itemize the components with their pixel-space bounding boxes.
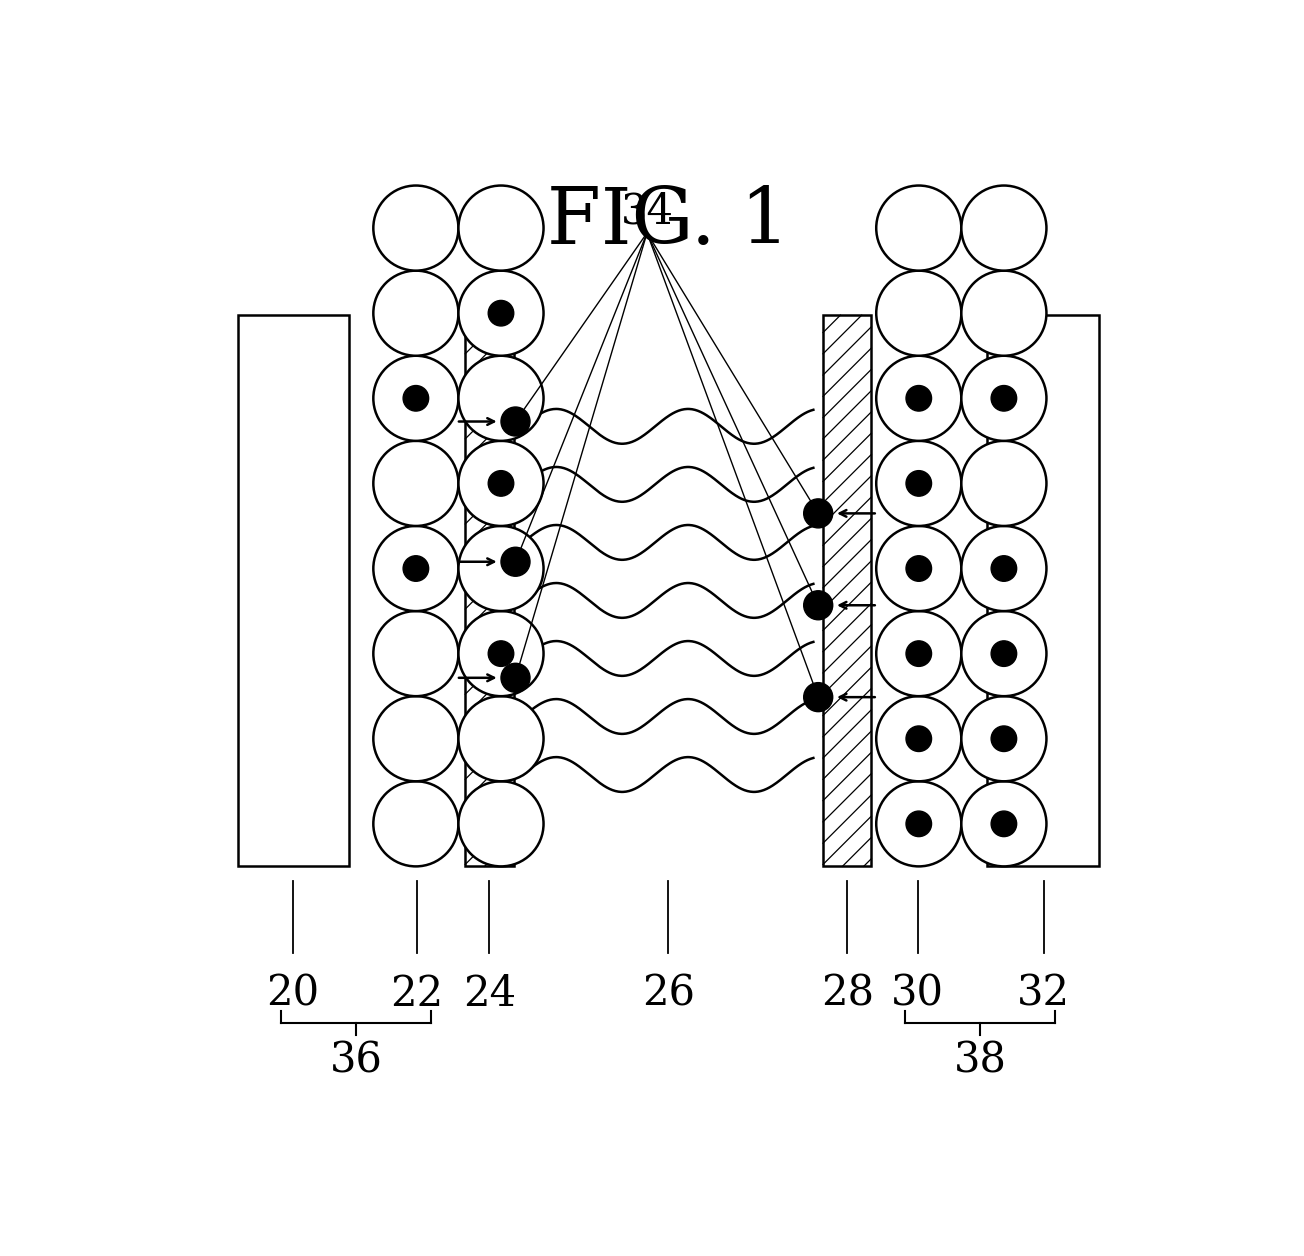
Circle shape xyxy=(373,612,459,696)
Circle shape xyxy=(906,811,931,836)
Circle shape xyxy=(906,726,931,751)
Circle shape xyxy=(373,696,459,781)
Text: 28: 28 xyxy=(820,972,874,1015)
Circle shape xyxy=(876,441,961,526)
Circle shape xyxy=(961,186,1046,270)
Circle shape xyxy=(906,471,931,496)
Circle shape xyxy=(488,300,514,327)
Circle shape xyxy=(991,811,1017,836)
Circle shape xyxy=(961,355,1046,441)
Circle shape xyxy=(803,590,833,619)
Circle shape xyxy=(961,696,1046,781)
Circle shape xyxy=(876,781,961,867)
Circle shape xyxy=(991,641,1017,667)
Text: 36: 36 xyxy=(330,1040,383,1081)
Circle shape xyxy=(991,726,1017,751)
Circle shape xyxy=(403,386,429,411)
Circle shape xyxy=(876,186,961,270)
Circle shape xyxy=(961,441,1046,526)
Circle shape xyxy=(501,407,529,436)
Text: 20: 20 xyxy=(266,972,319,1015)
Circle shape xyxy=(459,696,544,781)
Circle shape xyxy=(459,781,544,867)
Bar xyxy=(466,315,514,867)
Circle shape xyxy=(459,270,544,355)
Circle shape xyxy=(991,386,1017,411)
Circle shape xyxy=(501,663,529,692)
Circle shape xyxy=(373,526,459,612)
Circle shape xyxy=(459,186,544,270)
Text: 32: 32 xyxy=(1017,972,1071,1015)
Circle shape xyxy=(373,270,459,355)
Text: FIG. 1: FIG. 1 xyxy=(546,185,790,260)
Circle shape xyxy=(373,781,459,867)
Circle shape xyxy=(459,355,544,441)
Circle shape xyxy=(961,526,1046,612)
Circle shape xyxy=(403,555,429,582)
Circle shape xyxy=(373,355,459,441)
Circle shape xyxy=(373,441,459,526)
Circle shape xyxy=(906,641,931,667)
Circle shape xyxy=(876,355,961,441)
Circle shape xyxy=(991,555,1017,582)
Circle shape xyxy=(876,526,961,612)
Circle shape xyxy=(906,386,931,411)
Text: 24: 24 xyxy=(463,972,516,1015)
Circle shape xyxy=(459,526,544,612)
Circle shape xyxy=(906,555,931,582)
Circle shape xyxy=(876,612,961,696)
Circle shape xyxy=(488,641,514,667)
Circle shape xyxy=(876,696,961,781)
Text: 34: 34 xyxy=(621,191,674,232)
Circle shape xyxy=(961,270,1046,355)
Circle shape xyxy=(876,270,961,355)
Circle shape xyxy=(803,682,833,712)
Circle shape xyxy=(488,471,514,496)
Bar xyxy=(823,315,871,867)
Circle shape xyxy=(803,499,833,528)
Bar xyxy=(987,315,1099,867)
Circle shape xyxy=(501,548,529,577)
Circle shape xyxy=(961,612,1046,696)
Bar xyxy=(237,315,349,867)
Text: 22: 22 xyxy=(390,972,443,1015)
Circle shape xyxy=(459,612,544,696)
Text: 38: 38 xyxy=(953,1040,1007,1081)
Circle shape xyxy=(459,441,544,526)
Text: 26: 26 xyxy=(642,972,695,1015)
Circle shape xyxy=(961,781,1046,867)
Text: 30: 30 xyxy=(892,972,944,1015)
Circle shape xyxy=(373,186,459,270)
